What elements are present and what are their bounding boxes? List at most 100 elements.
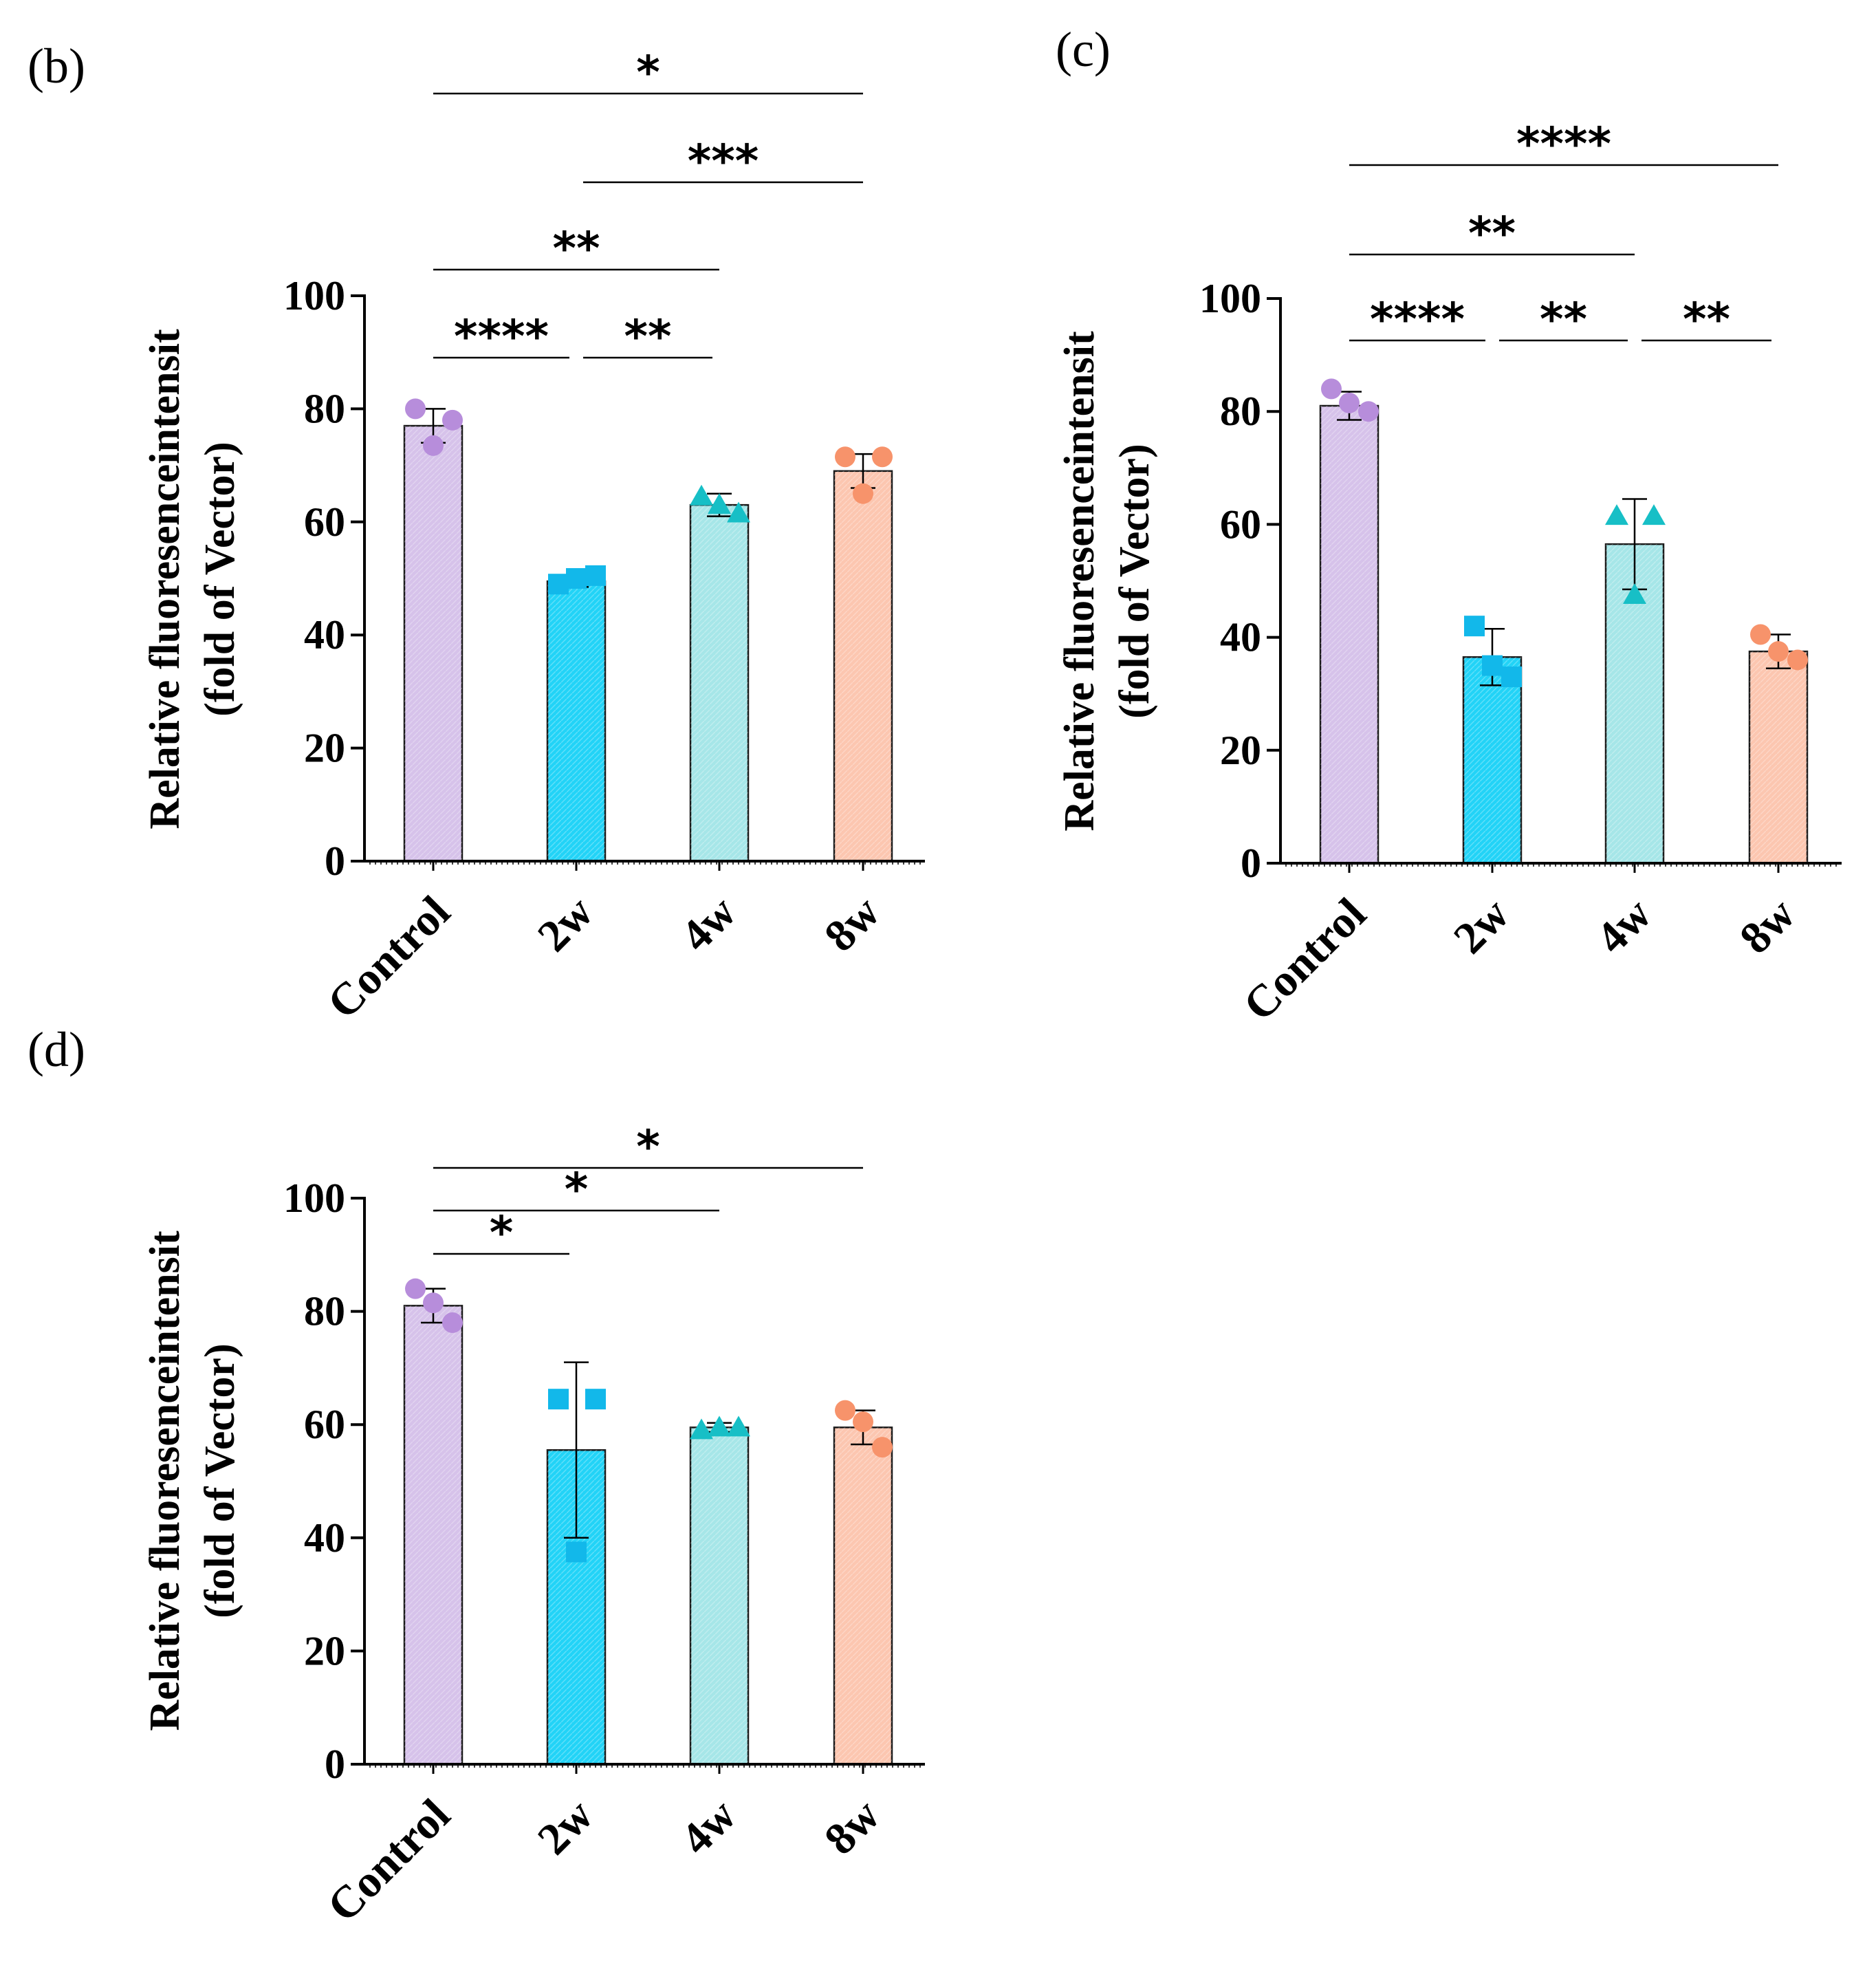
data-point — [1339, 392, 1360, 413]
chart-panel-2: (c) Relative fluoresenceintensit (fold of … — [1056, 22, 1842, 1030]
y-tick-label: 100 — [283, 273, 345, 318]
data-point — [1642, 504, 1666, 525]
data-point — [708, 493, 731, 514]
y-tick-label: 0 — [325, 1742, 345, 1787]
data-point — [585, 1389, 606, 1410]
x-tick-label: 2w — [528, 1790, 603, 1865]
significance-label: * — [636, 1120, 660, 1173]
data-point — [1787, 649, 1808, 671]
y-tick-label: 60 — [304, 1402, 345, 1447]
significance-label: **** — [1370, 293, 1465, 346]
data-point — [548, 1389, 569, 1410]
bar-texture-8w — [834, 1427, 892, 1764]
significance-label: ** — [1683, 293, 1730, 346]
significance-label: **** — [454, 310, 549, 363]
bar-texture-2w — [1463, 657, 1521, 863]
data-point — [690, 484, 713, 506]
panel-letter: (d) — [28, 1022, 85, 1077]
y-tick-label: 20 — [304, 1628, 345, 1673]
x-tick-label: 8w — [815, 887, 890, 962]
y-tick-label: 60 — [1220, 501, 1261, 547]
significance-label: * — [490, 1206, 514, 1259]
data-point — [442, 1312, 463, 1334]
significance-label: ** — [1540, 293, 1587, 346]
x-tick-label: Control — [318, 887, 459, 1028]
data-point — [835, 446, 855, 468]
data-point — [442, 409, 463, 431]
data-point — [1358, 401, 1379, 422]
y-tick-label: 40 — [304, 612, 345, 658]
data-point — [1768, 641, 1789, 662]
data-point — [727, 1416, 750, 1437]
data-point — [872, 1437, 893, 1458]
data-point — [405, 1278, 426, 1299]
y-tick-label: 40 — [304, 1515, 345, 1561]
data-point — [1501, 666, 1522, 688]
y-tick-label: 100 — [283, 1175, 345, 1221]
y-tick-label: 40 — [1220, 615, 1261, 660]
y-axis-label-line-1: Relative fluoresenceintensit — [142, 1230, 188, 1731]
bar-texture-4w — [690, 1427, 748, 1764]
y-axis-label-line-1: Relative fluoresenceintensit — [142, 329, 188, 829]
panel-letter: (c) — [1056, 22, 1111, 77]
data-point — [405, 398, 426, 420]
x-tick-label: 4w — [671, 1790, 746, 1865]
x-tick-label: 4w — [671, 887, 746, 962]
y-tick-label: 0 — [325, 838, 345, 884]
data-point — [708, 1416, 731, 1437]
x-tick-label: 2w — [528, 887, 603, 962]
significance-label: * — [565, 1163, 589, 1216]
bar-texture-8w — [834, 470, 892, 861]
significance-label: ** — [624, 310, 671, 363]
y-tick-label: 100 — [1199, 276, 1261, 321]
y-tick-label: 60 — [304, 499, 345, 545]
bar-texture-Control — [404, 1305, 462, 1764]
data-point — [853, 483, 873, 504]
data-point — [1464, 616, 1485, 637]
chart-panel-3: (d) Relative fluoresenceintensit (fold of … — [28, 1022, 925, 1931]
significance-label: ** — [552, 222, 600, 275]
x-tick-label: 4w — [1586, 889, 1661, 964]
data-point — [727, 501, 750, 523]
data-point — [690, 1418, 713, 1440]
y-tick-label: 20 — [1220, 728, 1261, 773]
data-point — [423, 435, 444, 456]
y-tick-label: 80 — [304, 1289, 345, 1334]
bar-texture-4w — [690, 505, 748, 861]
data-point — [423, 1292, 444, 1314]
data-point — [585, 565, 606, 586]
x-tick-label: Control — [318, 1790, 459, 1931]
significance-label: * — [636, 46, 660, 99]
y-tick-label: 80 — [304, 386, 345, 431]
y-tick-label: 0 — [1241, 840, 1261, 886]
x-tick-label: 2w — [1444, 889, 1519, 964]
data-point — [1482, 655, 1503, 676]
significance-label: *** — [688, 135, 759, 188]
y-tick-label: 80 — [1220, 389, 1261, 434]
panel-letter: (b) — [28, 39, 85, 94]
y-axis-label-line-2: (fold of Vector) — [1111, 444, 1158, 718]
y-axis-label-line-2: (fold of Vector) — [197, 1343, 243, 1618]
significance-label: **** — [1516, 118, 1611, 171]
data-point — [566, 568, 587, 589]
bar-texture-Control — [404, 426, 462, 861]
data-point — [872, 446, 893, 468]
bar-texture-8w — [1749, 651, 1807, 863]
data-point — [1750, 624, 1771, 645]
data-point — [835, 1400, 855, 1421]
x-tick-label: Control — [1234, 889, 1375, 1030]
chart-panel-1: (b) Relative fluoresenceintensit (fold of … — [28, 39, 925, 1028]
bar-texture-Control — [1320, 405, 1378, 863]
data-point — [1623, 583, 1646, 605]
data-point — [1321, 378, 1342, 400]
bar-texture-2w — [547, 581, 605, 861]
data-point — [1605, 504, 1628, 525]
data-point — [566, 1541, 587, 1563]
x-tick-label: 8w — [815, 1790, 890, 1865]
x-tick-label: 8w — [1730, 889, 1805, 964]
y-tick-label: 20 — [304, 726, 345, 771]
data-point — [853, 1411, 873, 1433]
significance-label: ** — [1468, 207, 1516, 260]
y-axis-label-line-1: Relative fluoresenceintensit — [1056, 331, 1103, 832]
y-axis-label-line-2: (fold of Vector) — [197, 442, 243, 716]
